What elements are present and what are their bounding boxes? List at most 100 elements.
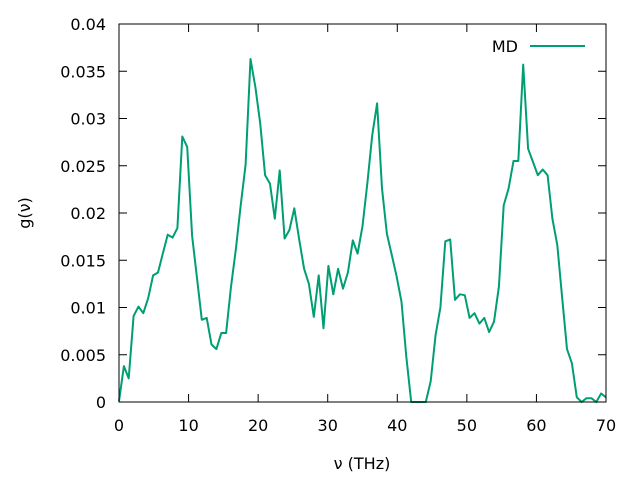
x-tick-label: 10: [178, 416, 198, 435]
data-point: [176, 227, 178, 229]
data-point: [308, 283, 310, 285]
data-point: [478, 323, 480, 325]
data-point: [547, 174, 549, 176]
data-point: [542, 169, 544, 171]
y-tick-label: 0.04: [70, 15, 106, 34]
y-tick-label: 0.005: [60, 346, 106, 365]
series-line-0: [118, 58, 607, 403]
data-point: [211, 343, 213, 345]
data-point: [157, 272, 159, 274]
data-point: [133, 315, 135, 317]
data-point: [142, 312, 144, 314]
data-point: [342, 288, 344, 290]
data-point: [206, 317, 208, 319]
data-point: [357, 253, 359, 255]
data-point: [215, 348, 217, 350]
data-point: [220, 332, 222, 334]
data-point: [464, 294, 466, 296]
data-point: [513, 160, 515, 162]
data-point: [454, 299, 456, 301]
data-point: [259, 122, 261, 124]
data-point: [147, 297, 149, 299]
data-point: [313, 316, 315, 318]
data-point: [469, 317, 471, 319]
data-point: [571, 362, 573, 364]
x-tick-label: 70: [596, 416, 616, 435]
data-point: [201, 319, 203, 321]
x-tick-label: 30: [318, 416, 338, 435]
x-tick-label: 20: [248, 416, 268, 435]
data-point: [551, 218, 553, 220]
data-point: [230, 286, 232, 288]
legend-label-md: MD: [492, 37, 518, 56]
tick-labels-layer: 0 10 20 30 40 50 60 70 0 0.005 0.01 0.015 0.02 0.025 0…: [60, 15, 616, 435]
y-tick-label: 0.035: [60, 62, 106, 81]
x-tick-label: 60: [526, 416, 546, 435]
data-point: [493, 321, 495, 323]
x-tick-label: 50: [457, 416, 477, 435]
y-tick-label: 0.02: [70, 204, 106, 223]
data-point: [435, 334, 437, 336]
data-point: [167, 234, 169, 236]
data-point: [274, 218, 276, 220]
data-point: [556, 244, 558, 246]
data-point: [332, 293, 334, 295]
data-point: [318, 274, 320, 276]
data-point: [474, 312, 476, 314]
y-tick-label: 0.015: [60, 251, 106, 270]
data-point: [366, 182, 368, 184]
data-point: [381, 187, 383, 189]
data-point: [138, 306, 140, 308]
data-point: [191, 235, 193, 237]
data-point: [250, 58, 252, 60]
data-point: [235, 248, 237, 250]
data-point: [128, 377, 130, 379]
data-point: [362, 225, 364, 227]
y-tick-label: 0: [96, 393, 106, 412]
x-tick-label: 40: [387, 416, 407, 435]
data-point: [532, 161, 534, 163]
data-point: [391, 254, 393, 256]
data-point: [483, 317, 485, 319]
data-point: [245, 164, 247, 166]
data-point: [386, 233, 388, 235]
data-point: [337, 268, 339, 270]
data-point: [522, 64, 524, 66]
data-point: [600, 393, 602, 395]
x-tick-label: 0: [114, 416, 124, 435]
data-point: [444, 240, 446, 242]
data-point: [430, 380, 432, 382]
data-point: [298, 239, 300, 241]
y-tick-label: 0.01: [70, 299, 106, 318]
data-point: [561, 297, 563, 299]
data-point: [508, 187, 510, 189]
data-point: [371, 135, 373, 137]
data-point: [284, 238, 286, 240]
data-point: [279, 170, 281, 172]
data-point: [586, 397, 588, 399]
data-point: [405, 356, 407, 358]
data-point: [352, 239, 354, 241]
data-point: [254, 86, 256, 88]
data-point: [269, 183, 271, 185]
data-point: [186, 146, 188, 148]
data-point: [327, 265, 329, 267]
y-tick-label: 0.03: [70, 110, 106, 129]
data-point: [172, 237, 174, 239]
data-point: [264, 174, 266, 176]
plot-layer: [118, 58, 607, 403]
data-point: [303, 268, 305, 270]
data-point: [323, 327, 325, 329]
x-axis-title: ν (THz): [334, 454, 391, 473]
data-point: [488, 331, 490, 333]
data-point: [459, 293, 461, 295]
data-point: [537, 174, 539, 176]
data-point: [498, 286, 500, 288]
y-tick-label: 0.025: [60, 157, 106, 176]
y-axis-title: g(ν): [15, 197, 34, 229]
data-point: [566, 348, 568, 350]
data-point: [123, 365, 125, 367]
data-point: [288, 229, 290, 231]
